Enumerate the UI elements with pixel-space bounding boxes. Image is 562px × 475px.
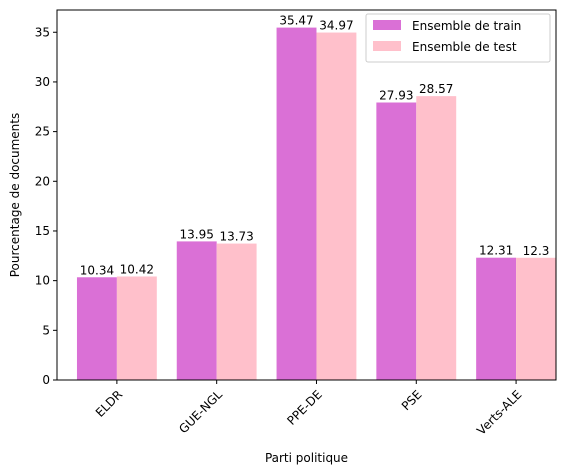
legend-label-test: Ensemble de test [412,40,517,54]
bar-test-ppe-de [316,32,357,380]
bars-layer [76,27,556,381]
y-axis-ticks: 0 5 10 15 20 25 30 35 [35,25,57,387]
bar-test-pse [416,96,457,381]
bar-test-verts-ale [516,257,556,380]
legend-swatch-test [373,41,401,51]
bar-value-label: 27.93 [379,89,413,103]
y-tick-label: 20 [35,174,50,188]
bar-test-eldr [116,276,157,380]
x-axis-ticks: ELDR GUE-NGL PPE-DE PSE Verts-ALE [93,380,524,438]
x-tick-label: PPE-DE [284,387,324,427]
bar-value-label: 13.73 [219,230,253,244]
x-tick-label: GUE-NGL [176,387,225,436]
bar-train-ppe-de [276,27,317,380]
bar-test-gue-ngl [216,243,257,380]
legend: Ensemble de train Ensemble de test [365,13,551,63]
y-tick-label: 0 [42,373,50,387]
x-axis-label: Parti politique [265,451,348,465]
plot-frame [56,9,557,381]
bar-value-label: 28.57 [419,82,453,96]
bar-value-label: 10.34 [80,263,114,277]
bar-value-label: 34.97 [319,19,353,33]
bar-value-label: 13.95 [180,227,214,241]
bar-value-label: 35.47 [279,14,313,28]
y-tick-label: 30 [35,75,50,89]
bar-value-label: 12.31 [479,244,513,258]
legend-swatch-train [373,20,401,30]
y-tick-label: 10 [35,274,50,288]
y-tick-label: 25 [35,125,50,139]
y-tick-label: 5 [42,323,50,337]
y-tick-label: 35 [35,25,50,39]
bar-train-pse [376,102,417,380]
bar-train-verts-ale [476,257,517,380]
bar-value-label: 12.3 [523,244,550,258]
bar-value-label: 10.42 [120,262,154,276]
x-tick-label: ELDR [93,387,125,419]
y-axis-label: Pourcentage de documents [8,113,22,278]
legend-label-train: Ensemble de train [412,19,521,33]
x-tick-label: Verts-ALE [474,387,524,437]
bar-train-eldr [76,277,117,380]
legend-box [365,13,551,63]
x-tick-label: PSE [399,387,425,413]
bar-labels-layer: 10.34 13.95 35.47 27.93 12.31 10.42 13.73 34.97… [80,14,550,278]
bar-train-gue-ngl [176,241,217,380]
y-tick-label: 15 [35,224,50,238]
